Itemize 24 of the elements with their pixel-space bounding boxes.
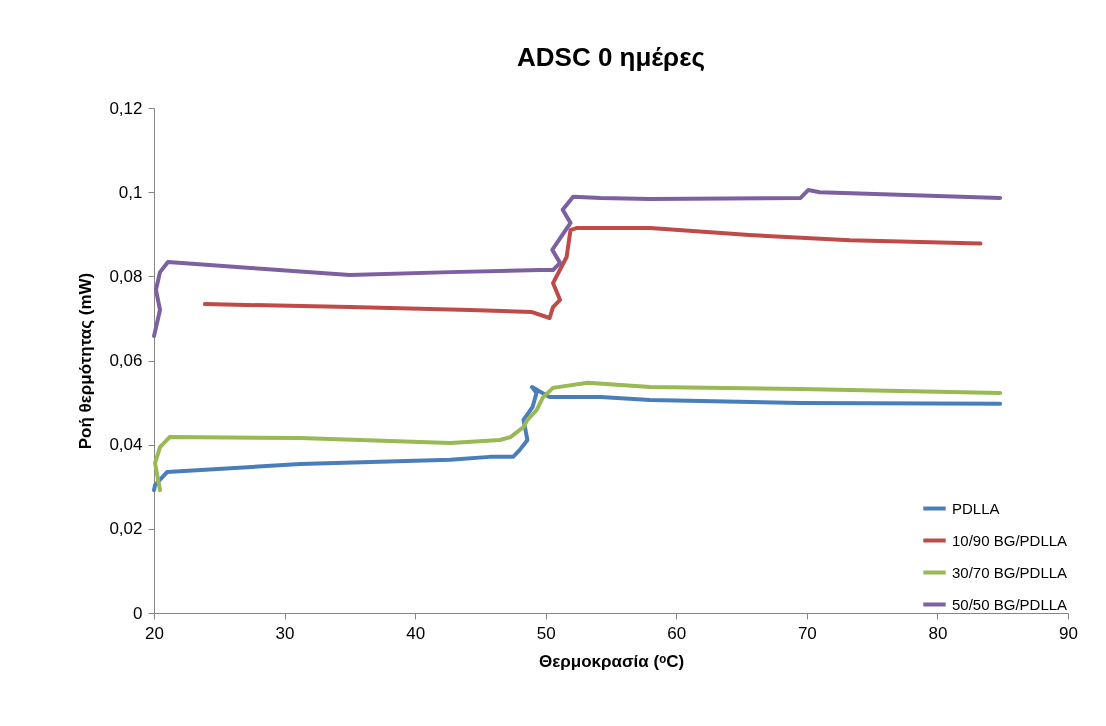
y-tick-label: 0,04 [109,435,143,455]
legend-label: 50/50 BG/PDLLA [952,595,1068,613]
y-tick-label: 0,12 [109,98,143,118]
legend-label: 10/90 BG/PDLLA [952,531,1068,549]
y-tick-label: 0,08 [109,266,143,286]
line-series [152,188,1003,339]
x-tick-label: 40 [406,623,426,643]
legend-label: PDLLA [952,499,1000,517]
x-tick-label: 30 [275,623,295,643]
line-series [202,225,983,320]
chart-title: ADSC 0 ημέρες [516,42,706,72]
y-tick-label: 0,06 [109,351,143,370]
y-tick-label: 0 [133,603,143,623]
x-tick-label: 20 [145,623,164,643]
y-tick-label: 0,02 [109,519,143,539]
x-tick-label: 70 [797,623,817,643]
y-axis-title: Ροή θερμότητας (mW) [76,272,96,450]
x-tick-label: 50 [536,623,556,643]
x-tick-label: 80 [928,623,948,643]
legend-label: 30/70 BG/PDLLA [952,563,1068,581]
y-tick-label: 0,1 [118,182,143,202]
x-tick-label: 90 [1059,623,1078,643]
x-axis-title: Θερμοκρασία (ᵒC) [538,651,685,671]
x-tick-label: 60 [667,623,687,643]
